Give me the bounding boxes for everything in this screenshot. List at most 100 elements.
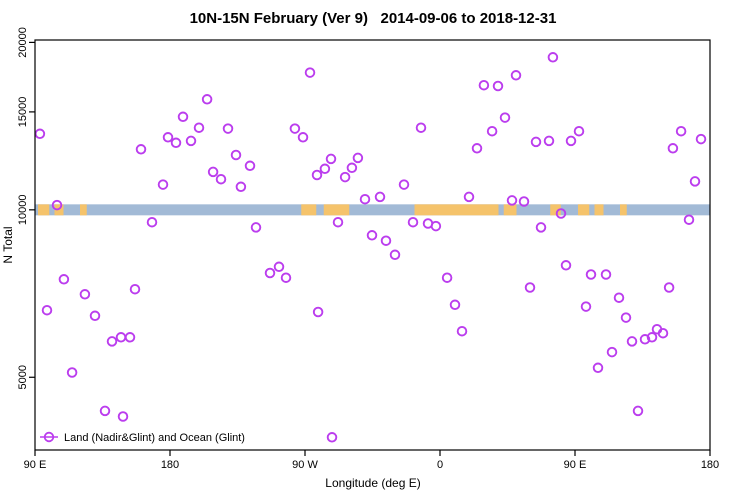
data-point <box>573 125 585 137</box>
x-tick-label: 180 <box>701 459 719 471</box>
data-point <box>177 111 189 123</box>
data-point <box>162 132 174 143</box>
data-point <box>106 336 118 347</box>
y-axis-label: N Total <box>1 226 15 263</box>
data-point <box>66 367 78 378</box>
data-point <box>689 176 701 187</box>
data-point <box>486 125 498 137</box>
data-point <box>510 70 522 81</box>
data-point <box>99 405 111 417</box>
axes-layer: 90 E 180 90 W 0 90 E 180 5000 10000 15000 20000 <box>17 27 719 471</box>
data-point <box>51 199 63 211</box>
data-point <box>580 301 592 312</box>
data-point <box>273 261 285 273</box>
data-point <box>535 222 547 233</box>
data-point <box>79 289 91 300</box>
data-point <box>146 216 158 228</box>
x-axis-label: Longitude (deg E) <box>325 476 420 490</box>
data-point <box>297 132 309 143</box>
data-point <box>547 52 559 63</box>
data-point <box>207 166 219 178</box>
data-point <box>185 135 197 147</box>
chart-title: 10N-15N February (Ver 9) 2014-09-06 to 2… <box>190 10 557 27</box>
data-point <box>506 195 518 206</box>
data-point <box>456 325 468 337</box>
data-point <box>565 135 577 147</box>
legend: Land (Nadir&Glint) and Ocean (Glint) <box>40 431 245 444</box>
data-point <box>663 282 675 293</box>
data-point <box>560 260 572 271</box>
data-point <box>430 220 442 232</box>
plot-border <box>34 39 711 451</box>
data-point <box>626 336 638 347</box>
data-point <box>58 274 70 285</box>
data-point <box>600 269 612 280</box>
data-point <box>374 191 386 203</box>
data-point <box>620 312 632 323</box>
land-band-segment <box>503 204 517 216</box>
data-point <box>326 432 338 443</box>
data-point <box>215 173 227 185</box>
legend-label: Land (Nadir&Glint) and Ocean (Glint) <box>64 432 245 444</box>
x-tick-label: 90 E <box>24 459 47 471</box>
data-point <box>585 269 597 280</box>
data-point <box>398 179 410 190</box>
data-point <box>352 152 364 164</box>
data-point <box>657 327 669 339</box>
data-point <box>592 362 604 374</box>
data-point <box>359 193 371 205</box>
data-point <box>499 112 511 123</box>
data-point <box>280 272 292 283</box>
data-point <box>115 332 127 343</box>
data-point <box>346 162 358 174</box>
data-point <box>518 196 530 207</box>
data-point <box>124 332 136 343</box>
data-point <box>492 80 504 92</box>
data-point <box>449 299 461 311</box>
data-point <box>244 160 256 172</box>
y-tick-label: 10000 <box>17 195 29 226</box>
data-point <box>319 163 331 175</box>
x-tick-label: 0 <box>437 459 443 471</box>
land-band-segment <box>38 204 50 216</box>
y-tick-label: 20000 <box>17 27 29 58</box>
data-point <box>530 136 542 148</box>
x-tick-label: 90 W <box>292 459 318 471</box>
data-point <box>555 208 567 219</box>
data-point <box>235 181 247 193</box>
data-point <box>170 137 182 149</box>
land-band-segment <box>301 204 317 216</box>
data-point <box>129 283 141 295</box>
land-band-segment <box>578 204 590 216</box>
data-point <box>471 143 483 154</box>
data-point <box>117 411 129 422</box>
data-point <box>250 222 262 233</box>
data-point <box>311 169 323 181</box>
data-point <box>312 306 324 318</box>
data-point <box>339 171 351 183</box>
data-point <box>304 67 316 78</box>
data-point <box>543 135 555 147</box>
y-tick-label: 5000 <box>17 365 29 389</box>
land-band-segment <box>80 204 87 216</box>
data-point <box>325 153 337 165</box>
data-point <box>89 310 101 322</box>
data-point <box>201 94 213 105</box>
data-points-layer <box>34 52 707 443</box>
y-tick-label: 15000 <box>17 97 29 128</box>
data-point <box>695 133 707 145</box>
data-point <box>380 235 392 246</box>
data-point <box>264 267 276 279</box>
data-point <box>524 282 536 293</box>
data-point <box>332 216 344 228</box>
data-point <box>683 214 695 225</box>
data-point <box>415 122 427 133</box>
data-point <box>193 122 205 133</box>
data-point <box>606 346 618 358</box>
data-point <box>667 143 679 154</box>
data-point <box>407 216 419 228</box>
data-point <box>478 79 490 91</box>
data-point <box>366 230 378 241</box>
data-point <box>646 332 658 343</box>
